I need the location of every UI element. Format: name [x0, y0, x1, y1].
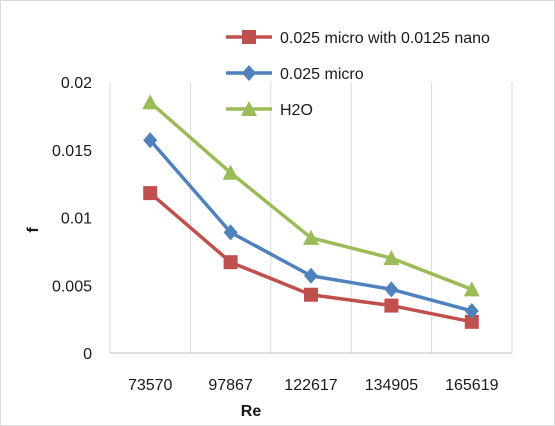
- legend-label: 0.025 micro with 0.0125 nano: [280, 30, 490, 47]
- legend-entry: 0.025 micro: [226, 65, 364, 83]
- gridlines: [109, 82, 513, 353]
- y-tick-label: 0.01: [61, 211, 92, 228]
- series-layer: [142, 94, 480, 329]
- data-point: [383, 250, 400, 266]
- x-tick-label: 73570: [128, 377, 173, 394]
- data-point: [384, 281, 399, 298]
- legend-marker: [242, 30, 256, 44]
- legend-marker: [241, 101, 257, 116]
- legend-entry: H2O: [226, 101, 313, 119]
- y-tick-label: 0.005: [52, 278, 92, 295]
- data-point: [463, 281, 480, 297]
- x-tick-label: 122617: [284, 377, 337, 394]
- x-tick-label: 165619: [445, 377, 498, 394]
- data-point: [384, 298, 399, 313]
- data-point: [222, 164, 239, 180]
- legend: 0.025 micro with 0.0125 nano 0.025 micro H…: [226, 30, 490, 119]
- data-point: [303, 229, 319, 245]
- data-point: [142, 94, 159, 110]
- legend-label: 0.025 micro: [280, 66, 364, 83]
- series-3: [142, 94, 480, 297]
- y-tick-label: 0.015: [52, 143, 92, 160]
- y-axis-title: f: [25, 227, 42, 233]
- data-point: [223, 224, 238, 241]
- legend-label: H2O: [280, 102, 313, 119]
- legend-marker: [242, 65, 256, 81]
- y-tick-label: 0: [83, 346, 92, 363]
- data-point: [464, 314, 479, 329]
- data-point: [143, 186, 158, 201]
- series-2: [143, 132, 479, 319]
- x-tick-label: 134905: [365, 377, 418, 394]
- y-tick-label: 0.02: [61, 75, 92, 92]
- x-tick-label: 97867: [208, 377, 253, 394]
- series-1: [143, 186, 479, 329]
- data-point: [143, 132, 158, 149]
- x-axis-title: Re: [241, 403, 262, 420]
- data-point: [464, 302, 479, 319]
- data-point: [304, 287, 318, 302]
- data-point: [304, 267, 318, 284]
- data-point: [223, 255, 238, 270]
- legend-entry: 0.025 micro with 0.0125 nano: [226, 30, 490, 47]
- axes: 0 0.005 0.01 0.015 0.02 73570 97867 122617 13490…: [52, 75, 512, 394]
